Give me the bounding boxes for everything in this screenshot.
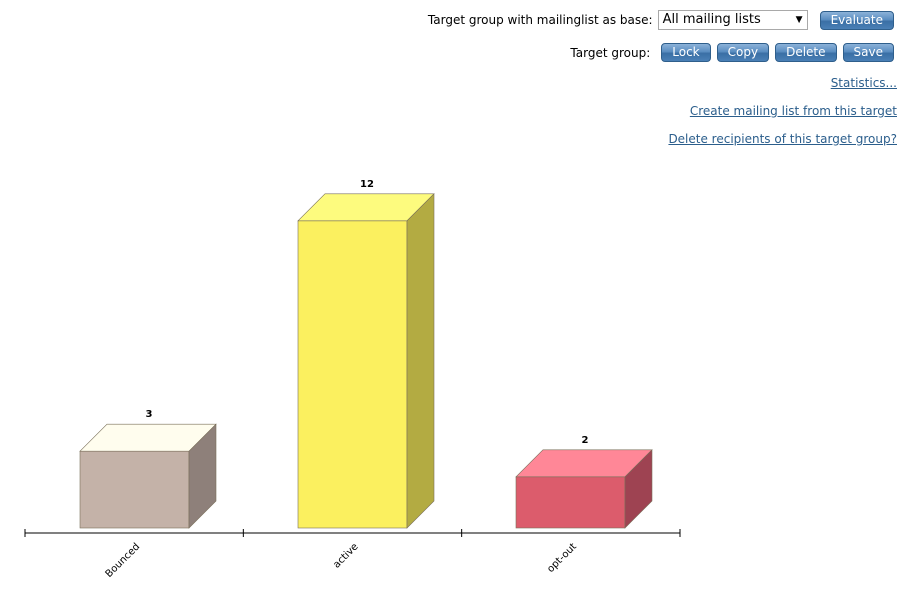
bar-active-side (406, 193, 435, 529)
bar-bounced-front (79, 450, 190, 529)
bar-opt-out-front (515, 476, 626, 529)
category-label-bounced: Bounced (104, 541, 143, 580)
evaluate-button[interactable]: Evaluate (819, 10, 894, 30)
save-button[interactable]: Save (842, 43, 894, 62)
delete-recipients-link[interactable]: Delete recipients of this target group? (668, 132, 897, 146)
mailinglist-select-value: All mailing lists (662, 12, 761, 27)
create-mailing-list-link[interactable]: Create mailing list from this target (689, 104, 897, 118)
lock-button[interactable]: Lock (661, 43, 711, 62)
delete-button[interactable]: Delete (775, 43, 837, 62)
statistics-link[interactable]: Statistics... (830, 76, 897, 90)
copy-button[interactable]: Copy (716, 43, 770, 62)
category-label-opt-out: opt-out (545, 541, 579, 575)
target-group-label: Target group: (570, 45, 651, 60)
mailinglist-base-row: Target group with mailinglist as base: A… (428, 10, 894, 30)
bar-opt-out-side (624, 449, 653, 529)
bar-value-label: 3 (146, 409, 153, 420)
target-group-row: Target group: Lock Copy Delete Save (570, 43, 894, 62)
dropdown-arrow-icon: ▼ (795, 15, 803, 25)
bar-value-label: 2 (582, 435, 589, 446)
mailinglist-select[interactable]: All mailing lists ▼ (657, 10, 808, 30)
category-label-active: active (331, 541, 360, 570)
mailinglist-base-label: Target group with mailinglist as base: (427, 13, 653, 27)
bar-bounced-side (188, 423, 217, 529)
bar-value-label: 12 (360, 179, 374, 190)
bar-active-front (297, 220, 408, 529)
